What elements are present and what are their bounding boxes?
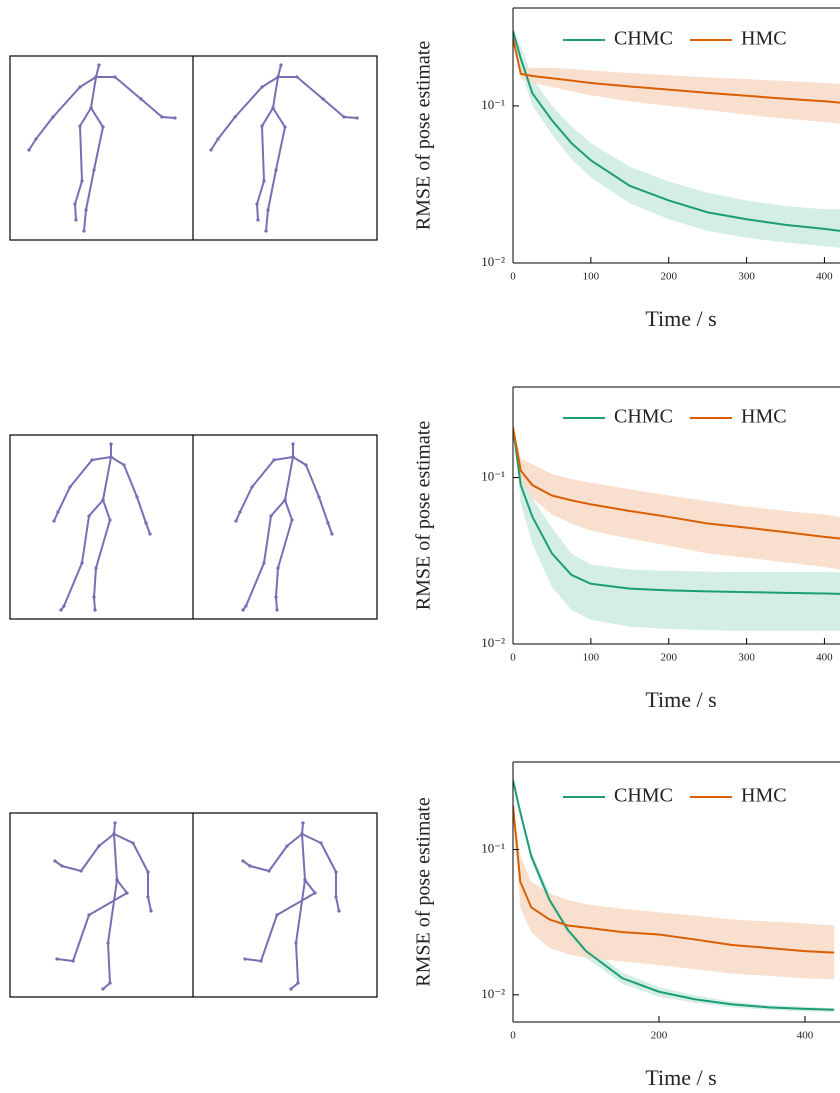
line xyxy=(513,805,835,954)
x-tick-label: 0 xyxy=(510,652,516,664)
line xyxy=(513,779,835,1011)
y-tick-label: 10⁻¹ xyxy=(481,469,505,484)
skeleton-panel xyxy=(9,434,378,620)
legend-label: CHMC xyxy=(614,406,673,428)
error-band xyxy=(513,780,835,1013)
y-axis-label: RMSE of pose estimate xyxy=(413,41,435,231)
skeleton xyxy=(243,823,339,989)
skeleton xyxy=(211,65,357,231)
y-tick-label: 10⁻² xyxy=(481,635,505,650)
x-tick-label: 0 xyxy=(510,1030,516,1042)
skeleton xyxy=(53,821,153,991)
legend-label: CHMC xyxy=(614,28,673,50)
x-axis-label: Time / s xyxy=(645,1065,716,1090)
y-axis-label: RMSE of pose estimate xyxy=(413,421,435,611)
y-tick-label: 10⁻¹ xyxy=(481,840,505,855)
plot-area xyxy=(513,30,840,248)
line xyxy=(513,427,840,595)
y-axis-label: RMSE of pose estimate xyxy=(413,797,435,987)
error-band xyxy=(513,427,840,631)
line xyxy=(513,427,840,540)
x-tick-label: 300 xyxy=(738,271,755,283)
line xyxy=(513,30,840,232)
x-axis-label: Time / s xyxy=(645,306,716,331)
x-tick-label: 0 xyxy=(510,271,516,283)
line xyxy=(513,37,840,104)
chart: 10⁻¹ 10⁻² 0 100 200 300 400 Time / s RMSE of pos… xyxy=(413,7,840,331)
y-tick-label: 10⁻² xyxy=(481,986,505,1001)
x-tick-label: 100 xyxy=(583,652,600,664)
skeleton xyxy=(52,442,152,612)
y-tick-label: 10⁻¹ xyxy=(481,97,505,112)
x-tick-label: 400 xyxy=(816,652,833,664)
skeleton-panel xyxy=(9,812,378,998)
x-tick-label: 100 xyxy=(583,271,600,283)
legend-label: HMC xyxy=(741,28,787,50)
skeleton-panel xyxy=(9,55,378,241)
x-tick-label: 200 xyxy=(651,1030,668,1042)
x-tick-label: 400 xyxy=(797,1030,814,1042)
error-band xyxy=(513,805,835,980)
chart: 10⁻¹ 10⁻² 0 100 200 300 400 Time / s RMSE of pos… xyxy=(413,386,840,712)
legend-label: HMC xyxy=(741,785,787,807)
x-axis-label: Time / s xyxy=(645,687,716,712)
legend-label: CHMC xyxy=(614,785,673,807)
plot-area xyxy=(513,779,835,1013)
error-band xyxy=(513,38,840,124)
x-tick-label: 200 xyxy=(660,271,677,283)
x-tick-label: 300 xyxy=(738,652,755,664)
legend-label: HMC xyxy=(741,406,787,428)
y-tick-label: 10⁻² xyxy=(481,254,505,269)
plot-area xyxy=(513,427,840,631)
error-band xyxy=(513,427,840,570)
error-band xyxy=(513,30,840,248)
skeleton xyxy=(236,444,332,610)
x-tick-label: 200 xyxy=(660,652,677,664)
skeleton xyxy=(27,63,177,233)
chart: 10⁻¹ 10⁻² 0 200 400 Time / s RMSE of pose esti… xyxy=(413,761,840,1090)
x-tick-label: 400 xyxy=(816,271,833,283)
